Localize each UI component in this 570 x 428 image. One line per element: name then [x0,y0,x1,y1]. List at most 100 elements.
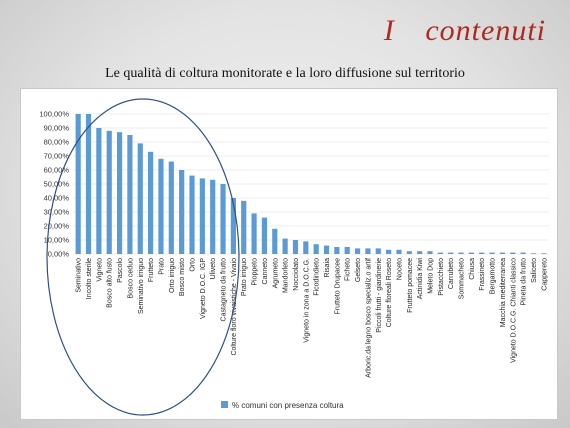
bar [427,251,433,254]
bar [479,252,485,254]
bar [375,248,381,254]
bar [303,241,309,254]
x-category-label: Cappereto [541,258,548,291]
bar [282,238,288,254]
x-category-label: Prato [158,258,165,275]
bar [106,130,112,254]
x-category-label: Gelseto [355,258,362,282]
x-category-label: Bosco misto [179,258,186,296]
y-tick-label: 80,00% [44,138,70,147]
bar [520,252,526,254]
bar [406,251,412,254]
bar [158,158,164,254]
x-category-label: Seminativo irriguo [138,258,145,314]
bar [116,132,123,254]
x-category-label: Sommacheto [459,258,466,299]
y-tick-label: 0,00% [48,250,70,259]
bar [386,249,392,254]
bar [417,251,423,254]
bar [489,252,495,254]
bar [210,179,216,254]
y-tick-label: 60,00% [44,166,70,175]
bar [530,253,537,254]
x-category-label: Ficheto [345,258,352,281]
bar [272,228,278,254]
x-category-label: Carrubeto [448,258,455,289]
x-category-label: Seminativo [76,258,83,293]
x-category-label: Pascolo [117,258,124,283]
bar [437,252,443,254]
y-tick-label: 10,00% [44,236,70,245]
bar [323,245,330,254]
bar [148,151,154,254]
bar [220,184,226,254]
legend: % comuni con presenza coltura [221,401,344,410]
bar [396,249,402,254]
x-category-label: Uliveto [210,258,217,280]
bar [365,248,371,254]
bar [468,252,474,254]
x-category-label: Piccoli frutti - giardinerie [376,258,383,333]
x-category-label: Risaia [324,258,331,278]
x-category-label: Saliceto [531,258,538,283]
x-category-label: Prato irriguo [241,258,248,296]
x-category-label: Vigneto D.O.C. IGP [200,258,207,319]
x-category-label: Macchia mediterranea [500,258,507,327]
y-tick-label: 40,00% [44,194,70,203]
x-category-label: Agrumeto [272,258,279,288]
bar [85,114,92,254]
x-category-label: Arboric.da legno bosco specializ.o artif [365,258,372,378]
y-tick-label: 20,00% [44,222,70,231]
bar [96,128,102,254]
x-category-label: Mandorleto [283,258,290,293]
highlight-ellipse [46,98,240,416]
x-category-label: Vigneto in zona a D.O.C.G. [303,258,310,343]
bar [313,244,319,254]
chart-container: 0,00% 10,00% 20,00% 30,00% 40,00% 50,00% 60,00… [20,88,558,420]
x-category-label: Frutteto [148,258,155,282]
x-category-label: Vigneto D.O.C.G. Chianti classico [510,258,517,363]
bar [75,114,81,254]
bar [137,143,143,254]
x-category-label: Frassineto [479,258,486,291]
bar [127,135,133,254]
y-tick-label: 30,00% [44,208,70,217]
x-category-label: Pioppeto [252,258,259,286]
bar [458,252,464,254]
x-axis-labels: Seminativo Incolto sterile Vigneto Bosco al… [76,258,549,378]
x-category-label: Orto irriguo [169,258,176,293]
x-category-label: Bosco ceduo [127,258,134,299]
y-tick-label: 50,00% [44,180,70,189]
y-axis-ticks: 0,00% 10,00% 20,00% 30,00% 40,00% 50,00% 60,00… [39,110,69,259]
x-category-label: Pistacchieto [438,258,445,296]
y-tick-label: 100,00% [39,110,69,119]
x-category-label: Bergamotto [490,258,497,294]
slide-title: I contenuti [383,14,546,47]
bar [448,252,454,254]
y-tick-label: 90,00% [44,124,70,133]
x-category-label: Pineta da frutto [521,258,528,306]
x-category-label: Ficodindieto [314,258,321,296]
bar [510,252,516,254]
x-category-label: Canneto [262,258,269,285]
x-category-label: Meleto Dop [428,258,435,294]
bars [75,114,547,254]
x-category-label: Frutteto Drupacee [334,258,341,315]
bar [199,178,205,254]
x-category-label: Nocciolato [293,258,300,291]
bar [168,161,174,254]
x-category-label: Castagneto da frutto [221,258,228,322]
bar [251,213,257,254]
bar [344,247,350,254]
x-category-label: Bosco alto fusto [107,258,114,308]
slide-subtitle: Le qualità di coltura monitorate e la lo… [105,66,465,81]
bar [230,198,236,254]
bar [354,248,361,254]
x-category-label: Noceto [396,258,403,280]
bar [541,253,547,254]
bar [292,240,299,254]
bar-chart: 0,00% 10,00% 20,00% 30,00% 40,00% 50,00% 60,00… [39,98,549,416]
gridlines [73,113,549,255]
x-category-label: Actinidia Kiwi [417,258,424,300]
